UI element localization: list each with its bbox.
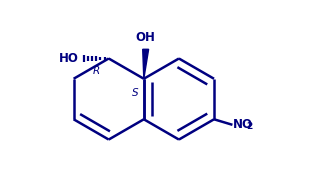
Polygon shape (143, 49, 149, 79)
Text: 2: 2 (246, 122, 253, 131)
Text: S: S (132, 88, 139, 98)
Text: HO: HO (59, 52, 79, 65)
Text: OH: OH (136, 31, 156, 44)
Text: R: R (93, 66, 100, 76)
Text: NO: NO (233, 118, 253, 131)
